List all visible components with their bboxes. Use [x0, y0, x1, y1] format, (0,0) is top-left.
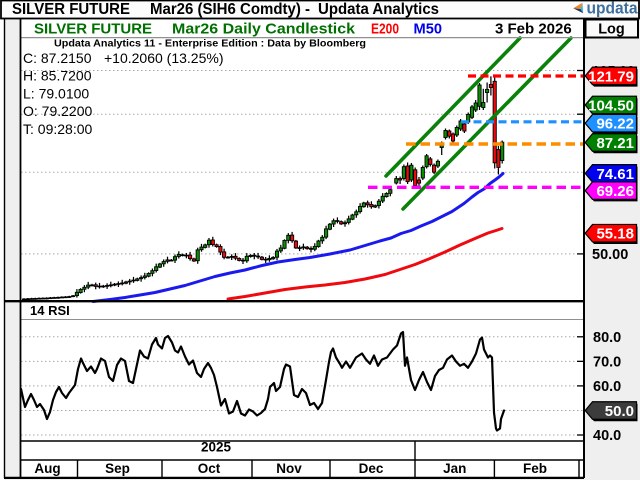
svg-text:Updata Analytics 11 - Enterpri: Updata Analytics 11 - Enterprise Edition… [54, 38, 366, 50]
svg-text:+10.2060 (13.25%): +10.2060 (13.25%) [104, 50, 223, 66]
svg-text:SILVER FUTURE: SILVER FUTURE [12, 1, 130, 18]
svg-text:50.00: 50.00 [592, 247, 628, 263]
svg-text:55.18: 55.18 [596, 226, 634, 243]
svg-text:M50: M50 [414, 21, 443, 38]
svg-text:70.0: 70.0 [593, 355, 621, 371]
svg-text:104.50: 104.50 [588, 97, 634, 114]
svg-text:E200: E200 [371, 21, 399, 38]
svg-text:Updata Analytics: Updata Analytics [318, 1, 439, 18]
svg-text:H: 85.7200: H: 85.7200 [23, 68, 92, 84]
svg-text:L: 79.0100: L: 79.0100 [23, 85, 89, 101]
svg-text:121.79: 121.79 [588, 68, 634, 85]
svg-text:T: 09:28:00: T: 09:28:00 [23, 121, 92, 137]
svg-text:80.0: 80.0 [593, 330, 621, 346]
svg-text:Dec: Dec [359, 461, 384, 476]
svg-text:Aug: Aug [34, 461, 60, 476]
svg-text:96.22: 96.22 [596, 116, 634, 133]
svg-text:Oct: Oct [198, 461, 221, 476]
svg-text:74.61: 74.61 [596, 166, 634, 183]
svg-text:Log: Log [598, 22, 625, 38]
svg-text:Feb: Feb [523, 461, 547, 476]
svg-text:updata: updata [587, 0, 639, 18]
svg-text:50.0: 50.0 [605, 403, 634, 420]
svg-text:3 Feb 2026: 3 Feb 2026 [495, 21, 572, 38]
svg-text:2025: 2025 [201, 440, 232, 455]
svg-text:87.21: 87.21 [596, 135, 634, 152]
svg-text:Mar26 Daily Candlestick: Mar26 Daily Candlestick [172, 21, 356, 38]
svg-text:Mar26 (SIH6 Comdty) -: Mar26 (SIH6 Comdty) - [150, 1, 310, 18]
svg-text:SILVER FUTURE: SILVER FUTURE [34, 21, 152, 38]
svg-text:40.0: 40.0 [593, 428, 621, 444]
svg-text:Sep: Sep [105, 461, 130, 476]
svg-text:69.26: 69.26 [596, 183, 634, 200]
svg-text:Jan: Jan [443, 461, 466, 476]
svg-text:Nov: Nov [276, 461, 302, 476]
svg-text:O: 79.2200: O: 79.2200 [23, 103, 92, 119]
svg-text:14 RSI: 14 RSI [30, 303, 70, 318]
svg-text:60.0: 60.0 [593, 379, 621, 395]
svg-text:C: 87.2150: C: 87.2150 [23, 50, 92, 66]
